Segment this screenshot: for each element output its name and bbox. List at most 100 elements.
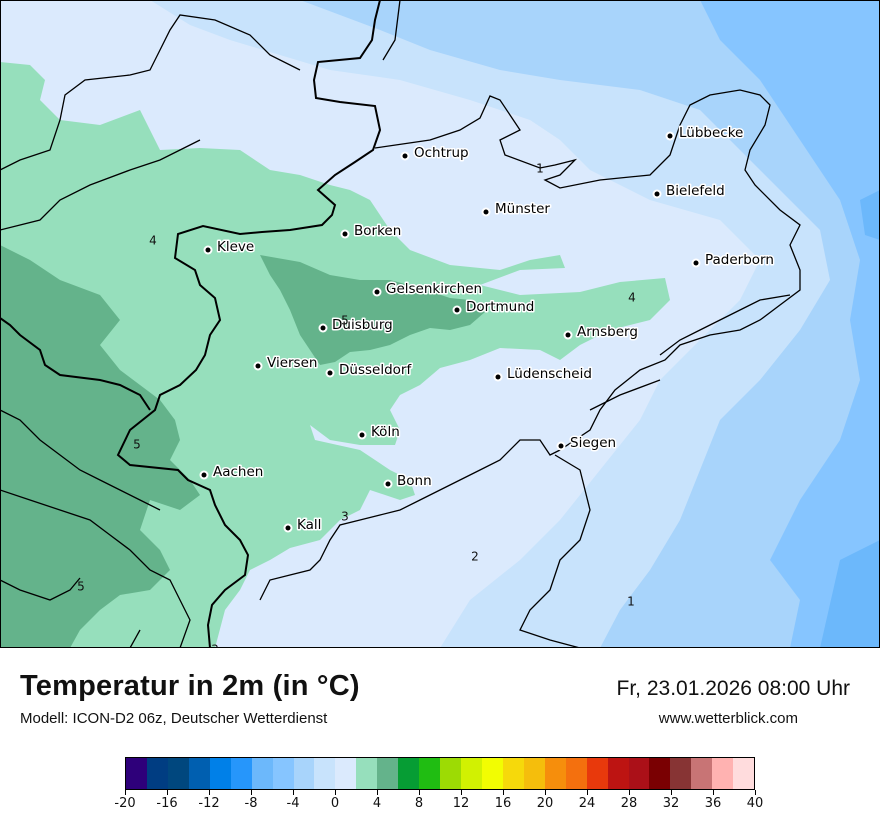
colorbar-segment (398, 758, 420, 789)
city-label: Arnsberg (577, 324, 638, 340)
colorbar-tick (587, 790, 588, 795)
colorbar-tick-label: 28 (620, 796, 638, 811)
colorbar-tick-label: 20 (536, 796, 554, 811)
city-label: Ochtrup (414, 145, 469, 161)
colorbar-tick (335, 790, 336, 795)
colorbar-segment (670, 758, 692, 789)
temp-zone-minus4-minus2 (300, 0, 880, 648)
city-marker: Ochtrup (400, 144, 470, 163)
colorbar-segment (314, 758, 336, 789)
colorbar-segment (440, 758, 461, 789)
city-marker: Siegen (556, 434, 618, 453)
city-label: Münster (495, 201, 550, 217)
city-marker: Köln (357, 423, 401, 442)
city-marker: Gelsenkirchen (372, 280, 484, 299)
city-markers: Ochtrup Lübbecke Bielefeld Münster Borken Kle… (199, 124, 775, 535)
colorbar-tick-label: 24 (578, 796, 596, 811)
colorbar-segment (335, 758, 357, 789)
colorbar-segment (230, 758, 252, 789)
colorbar-tick (377, 790, 378, 795)
colorbar-tick-label: 16 (494, 796, 512, 811)
colorbar-segment (209, 758, 231, 789)
colorbar-tick (251, 790, 252, 795)
city-marker: Düsseldorf (325, 361, 414, 380)
city-marker: Bielefeld (652, 182, 726, 201)
contour-label: 3 (341, 510, 349, 524)
city-dot-icon (667, 133, 673, 139)
city-label: Düsseldorf (339, 362, 412, 378)
city-marker: Viersen (253, 354, 319, 373)
temp-zone-minus6-minus4 (700, 0, 880, 648)
city-label: Borken (354, 223, 401, 239)
colorbar-segment (628, 758, 650, 789)
colorbar-tick (461, 790, 462, 795)
colorbar-tick (125, 790, 126, 795)
city-label: Bielefeld (666, 183, 725, 199)
city-dot-icon (483, 209, 489, 215)
colorbar-segment (167, 758, 189, 789)
city-marker: Duisburg (318, 316, 394, 335)
colorbar-tick (545, 790, 546, 795)
city-label: Siegen (570, 435, 616, 451)
contour-label: 5 (341, 314, 349, 328)
contour-label: 2 (471, 550, 479, 564)
colorbar-segment (419, 758, 441, 789)
temperature-colorbar (125, 757, 755, 790)
colorbar-tick-label: 12 (452, 796, 470, 811)
city-dot-icon (327, 370, 333, 376)
colorbar-tick-label: -16 (156, 796, 178, 811)
website-link[interactable]: www.wetterblick.com (658, 710, 798, 727)
city-label: Köln (371, 424, 400, 440)
contour-label: 4 (628, 291, 636, 305)
city-label: Bonn (397, 473, 432, 489)
colorbar-tick-label: 32 (662, 796, 680, 811)
city-marker: Arnsberg (563, 323, 639, 342)
temperature-map: Ochtrup Lübbecke Bielefeld Münster Borken Kle… (0, 0, 880, 648)
colorbar-tick-label: -20 (114, 796, 136, 811)
colorbar-tick (671, 790, 672, 795)
city-label: Duisburg (332, 317, 393, 333)
contour-label: 1 (627, 595, 635, 609)
colorbar-segment (523, 758, 545, 789)
forecast-datetime: Fr, 23.01.2026 08:00 Uhr (616, 677, 851, 700)
colorbar-segment (272, 758, 294, 789)
colorbar-tick (293, 790, 294, 795)
city-dot-icon (320, 325, 326, 331)
colorbar-segment (126, 758, 147, 789)
colorbar-tick-label: 8 (414, 796, 424, 811)
map-title: Temperatur in 2m (in °C) (20, 670, 360, 702)
city-marker: Aachen (199, 463, 265, 482)
city-dot-icon (285, 525, 291, 531)
colorbar-tick-label: -8 (244, 796, 258, 811)
city-label: Gelsenkirchen (386, 281, 482, 297)
city-dot-icon (205, 247, 211, 253)
city-dot-icon (359, 432, 365, 438)
colorbar-tick-label: 40 (746, 796, 764, 811)
city-label: Paderborn (705, 252, 774, 268)
city-dot-icon (374, 289, 380, 295)
city-dot-icon (565, 332, 571, 338)
city-label: Viersen (267, 355, 317, 371)
colorbar-segment (649, 758, 671, 789)
colorbar-tick (419, 790, 420, 795)
city-marker: Kleve (203, 238, 256, 257)
colorbar-segment (712, 758, 734, 789)
city-dot-icon (385, 481, 391, 487)
city-dot-icon (402, 153, 408, 159)
city-dot-icon (693, 260, 699, 266)
colorbar-tick (713, 790, 714, 795)
colorbar-segment (251, 758, 273, 789)
contour-label: 4 (149, 234, 157, 248)
colorbar-tick-label: 0 (330, 796, 340, 811)
contour-labels: 1 4 5 4 5 3 2 5 1 3 (77, 162, 636, 649)
city-marker: Bonn (383, 472, 433, 491)
colorbar-tick (167, 790, 168, 795)
city-label: Aachen (213, 464, 263, 480)
city-marker: Dortmund (452, 298, 536, 317)
colorbar-segment (607, 758, 629, 789)
contour-label: 5 (133, 438, 141, 452)
contour-label: 5 (77, 580, 85, 594)
city-dot-icon (454, 307, 460, 313)
colorbar-tick (755, 790, 756, 795)
contour-label: 1 (536, 162, 544, 176)
